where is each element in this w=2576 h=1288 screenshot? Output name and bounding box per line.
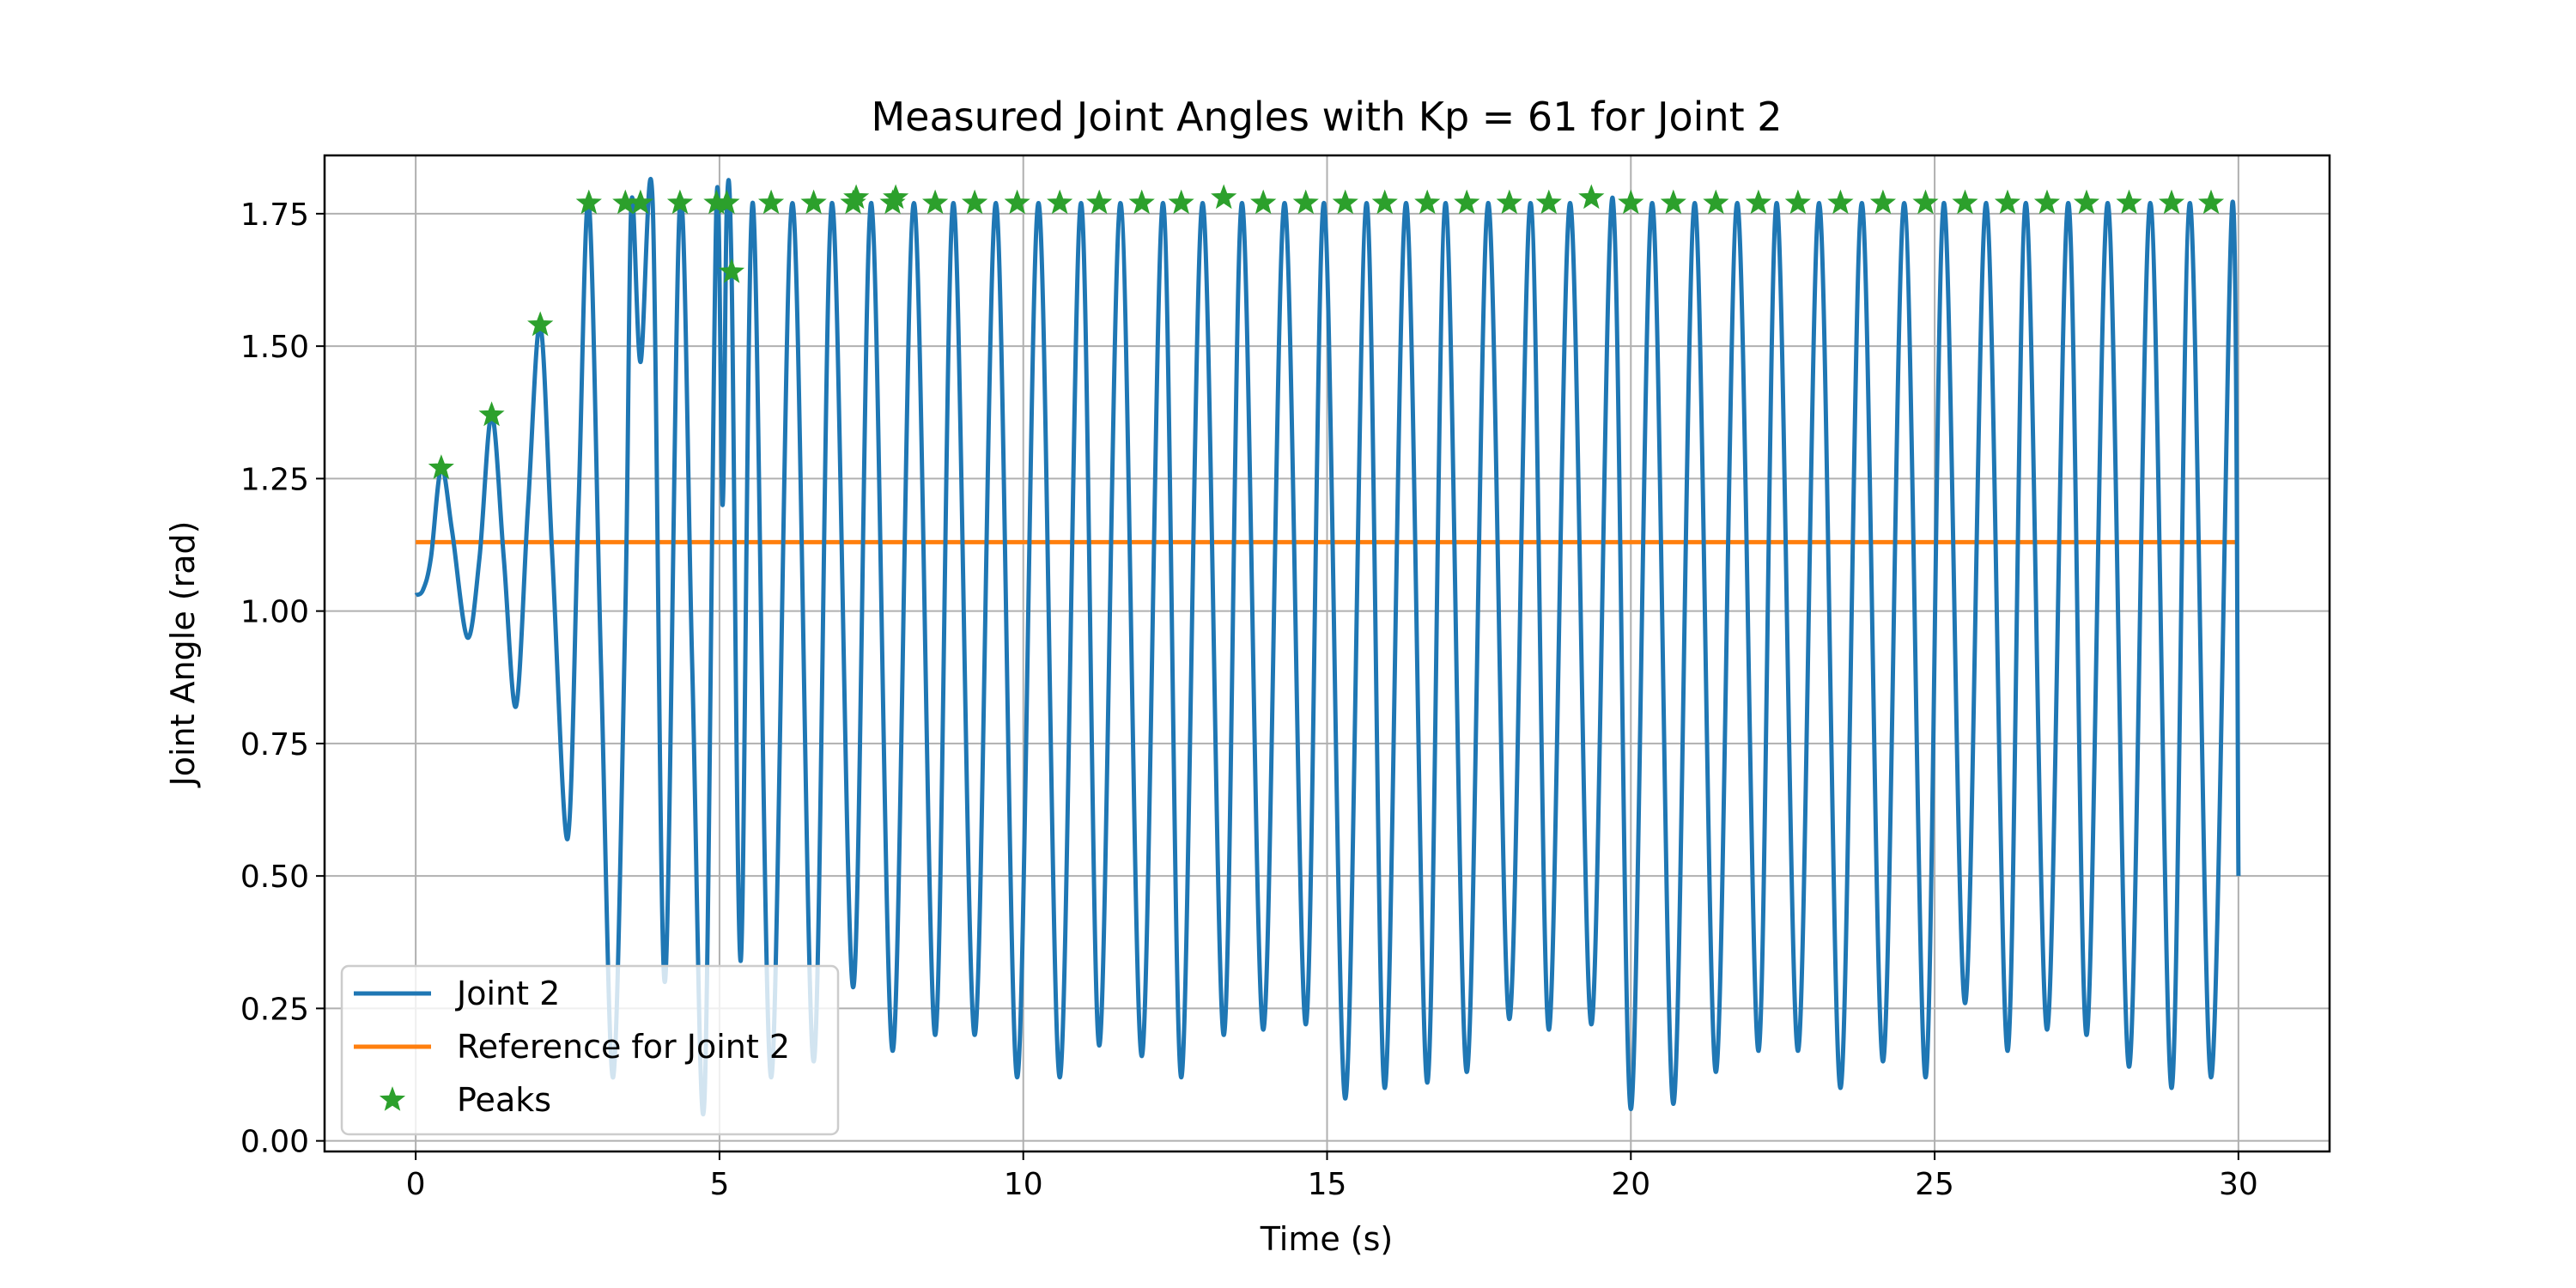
peak-marker — [1250, 189, 1277, 215]
peak-marker — [961, 189, 988, 215]
peak-marker — [2116, 189, 2142, 215]
legend-joint-label: Joint 2 — [455, 975, 560, 1012]
x-tick-label: 25 — [1915, 1167, 1954, 1202]
peak-marker — [1535, 189, 1562, 215]
peak-marker — [527, 311, 554, 337]
peak-marker — [2159, 189, 2185, 215]
peak-marker — [1292, 189, 1319, 215]
peak-marker — [666, 189, 694, 215]
y-tick-label: 0.25 — [240, 992, 309, 1027]
peak-marker — [478, 401, 505, 427]
peak-marker — [1578, 184, 1605, 210]
peak-marker — [1994, 189, 2020, 215]
legend: Joint 2 Reference for Joint 2 Peaks — [340, 964, 840, 1136]
x-axis-label: Time (s) — [1260, 1220, 1394, 1258]
y-tick-label: 1.50 — [240, 330, 309, 365]
peak-marker — [1371, 189, 1398, 215]
legend-box — [340, 964, 840, 1136]
y-tick-label: 0.00 — [240, 1125, 309, 1160]
y-tick-label: 1.00 — [240, 595, 309, 630]
peak-marker — [1703, 189, 1729, 215]
peak-marker — [1128, 189, 1155, 215]
peak-marker — [1952, 189, 1978, 215]
axis-ticks: 0 5 10 15 20 25 30 0.00 0.25 0.50 0.75 1.00 1.25 1.50… — [240, 197, 2258, 1202]
x-tick-label: 20 — [1611, 1167, 1650, 1202]
x-tick-label: 15 — [1308, 1167, 1347, 1202]
peak-marker — [883, 184, 909, 210]
peak-marker — [575, 189, 602, 215]
peak-marker — [1168, 189, 1194, 215]
legend-peaks-label: Peaks — [457, 1081, 551, 1119]
peak-marker — [2073, 189, 2099, 215]
legend-peak-star — [379, 1086, 406, 1111]
peak-marker — [1496, 189, 1522, 215]
legend-peak-marker — [379, 1086, 406, 1111]
peak-marker — [718, 258, 745, 283]
y-tick-label: 1.75 — [240, 197, 309, 233]
x-tick-label: 10 — [1004, 1167, 1043, 1202]
y-tick-label: 0.50 — [240, 860, 309, 895]
y-tick-label: 1.25 — [240, 462, 309, 497]
peak-marker — [2033, 189, 2060, 215]
peak-marker — [1784, 189, 1811, 215]
peak-marker — [627, 189, 654, 215]
peak-marker — [2198, 189, 2225, 215]
x-tick-label: 0 — [406, 1167, 426, 1202]
peak-marker — [1912, 189, 1939, 215]
peak-marker — [1869, 189, 1897, 215]
y-tick-label: 0.75 — [240, 727, 309, 762]
peak-marker — [1618, 189, 1644, 215]
peak-marker — [757, 189, 785, 215]
peak-markers — [428, 184, 2225, 479]
peak-marker — [1454, 189, 1480, 215]
peak-marker — [1211, 184, 1237, 210]
legend-reference-label: Reference for Joint 2 — [457, 1028, 790, 1066]
joint-2-line — [414, 177, 2241, 1116]
peak-marker — [1086, 189, 1113, 215]
peak-marker — [428, 454, 454, 479]
peak-marker — [1414, 189, 1441, 215]
joint-series — [414, 177, 2241, 1116]
peak-marker — [1004, 189, 1030, 215]
peak-marker — [921, 189, 949, 215]
x-tick-label: 5 — [709, 1167, 729, 1202]
peak-marker — [1660, 189, 1686, 215]
peak-marker — [714, 189, 740, 215]
chart-title: Measured Joint Angles with Kp = 61 for J… — [871, 94, 1782, 140]
peak-marker — [1745, 189, 1771, 215]
peak-marker — [843, 184, 870, 210]
x-tick-label: 30 — [2219, 1167, 2258, 1202]
y-axis-label: Joint Angle (rad) — [164, 521, 202, 788]
peak-marker — [1827, 189, 1854, 215]
peak-marker — [1047, 189, 1073, 215]
peak-marker — [800, 189, 827, 215]
peak-marker — [1332, 189, 1358, 215]
